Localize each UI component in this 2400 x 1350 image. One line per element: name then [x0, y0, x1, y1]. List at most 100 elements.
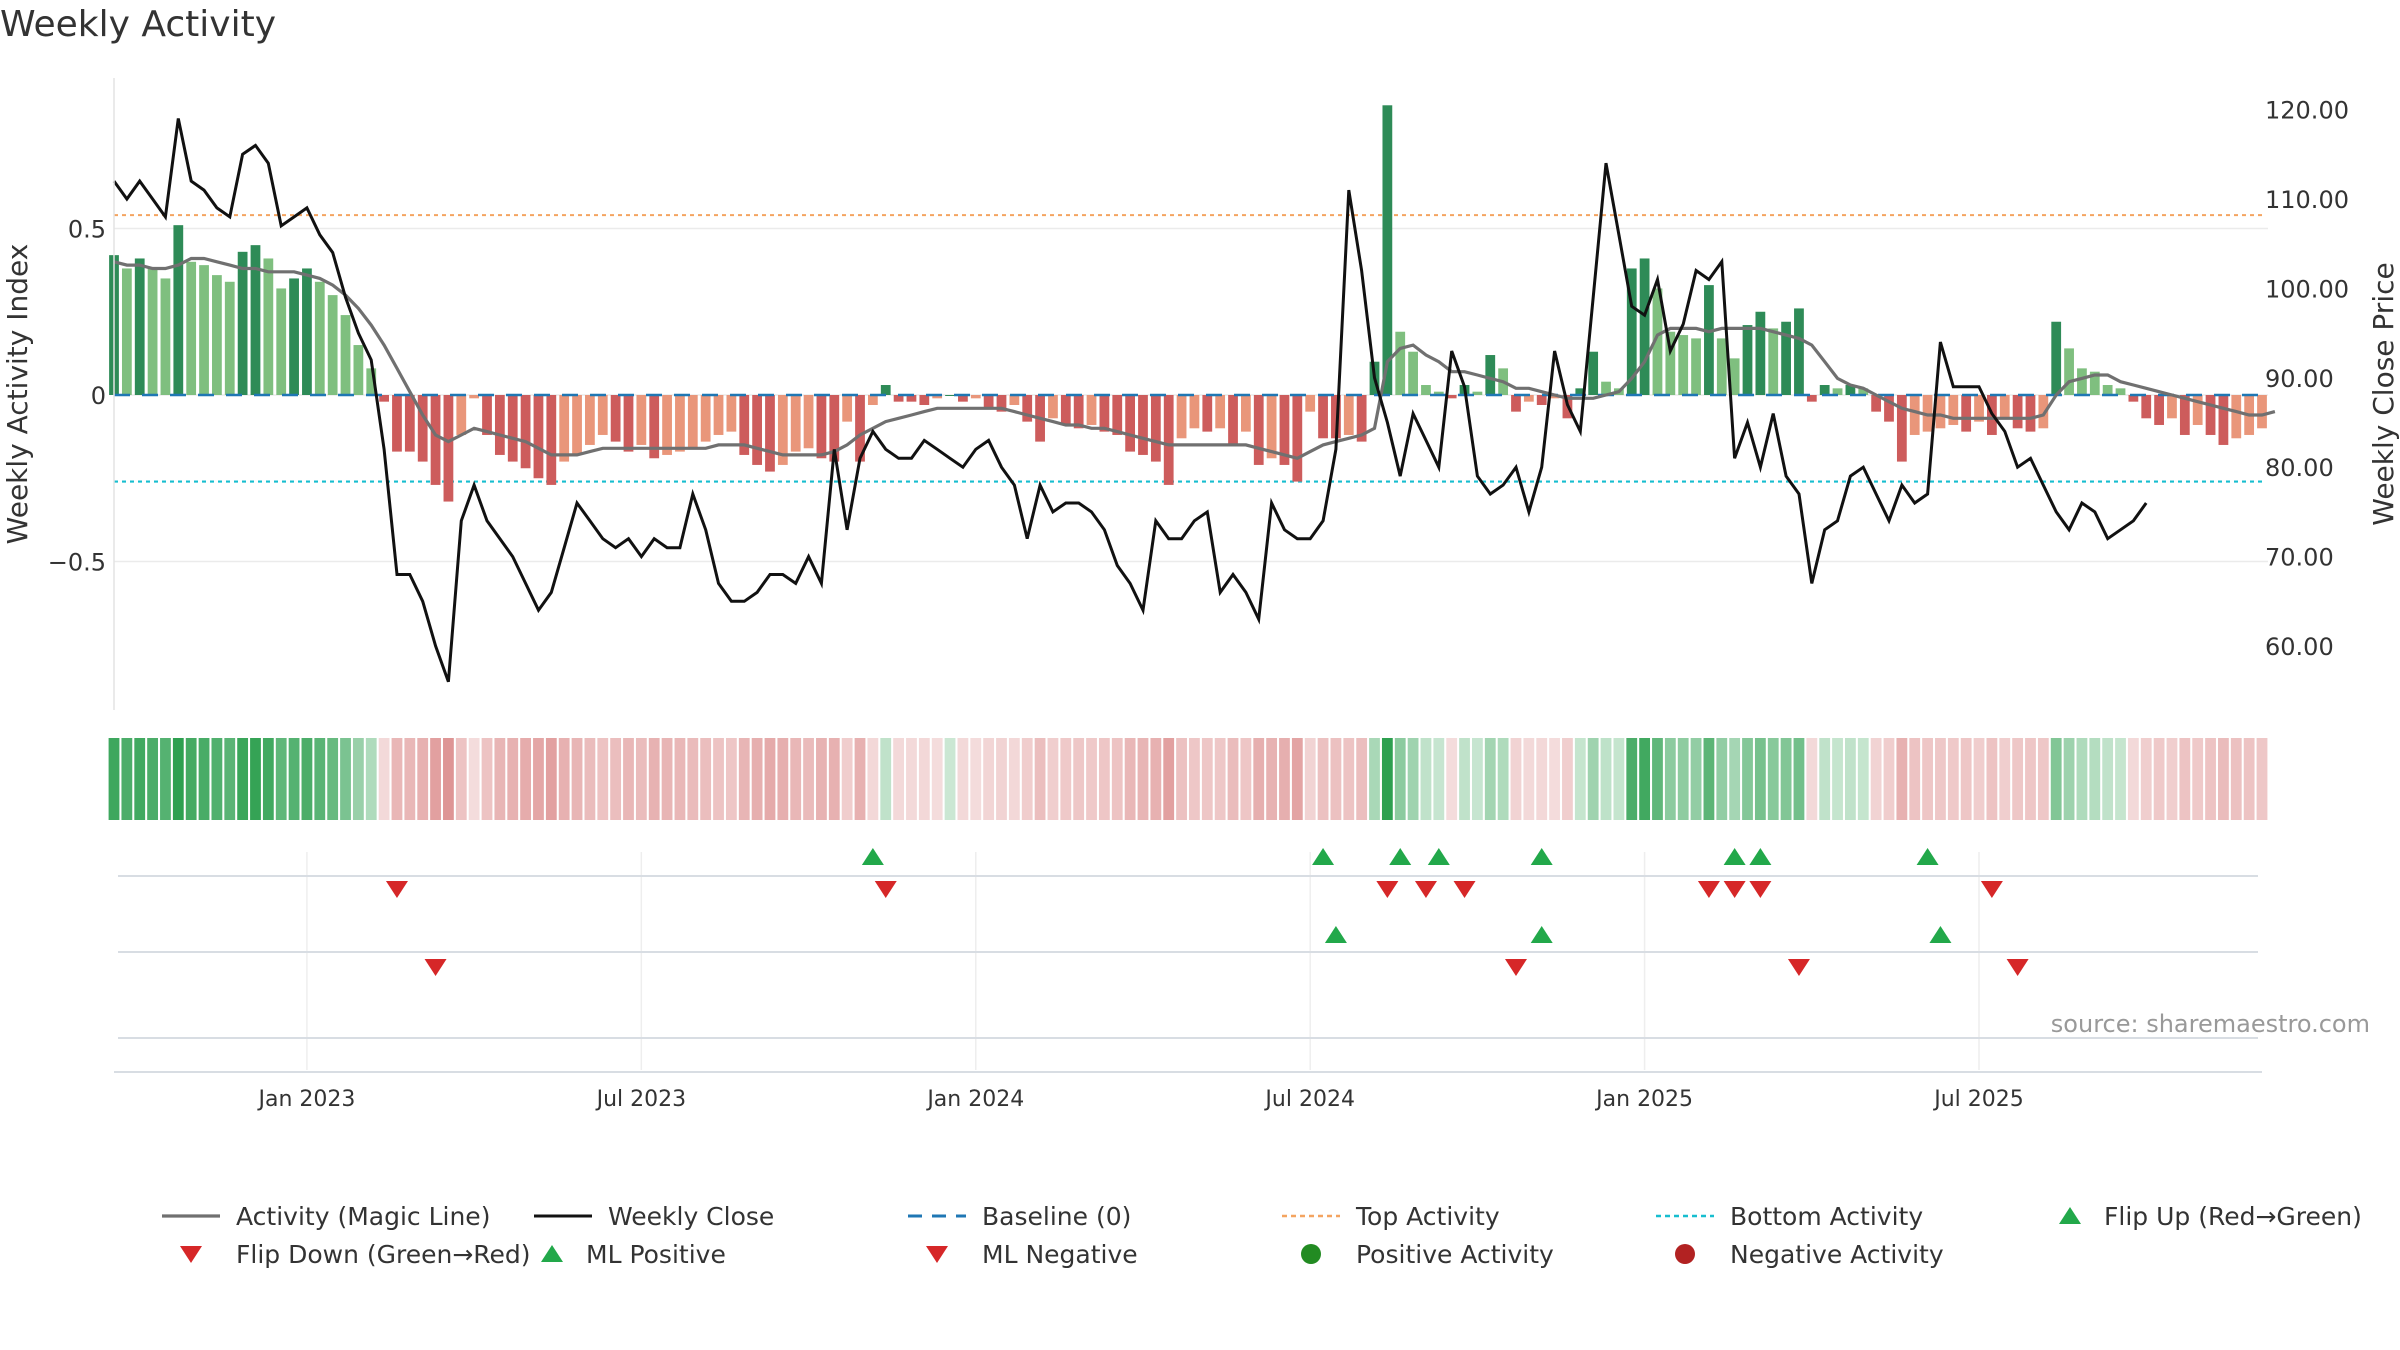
activity-bar — [1961, 395, 1972, 432]
activity-bar — [2154, 395, 2164, 425]
heat-strip-cell — [1793, 738, 1805, 820]
heat-strip-cell — [854, 738, 866, 820]
activity-bar — [1331, 395, 1341, 439]
activity-bar — [289, 278, 299, 395]
activity-bar — [353, 345, 364, 395]
activity-bar — [1665, 331, 1676, 395]
activity-bar — [1858, 388, 1869, 395]
heat-strip-cell — [1562, 738, 1573, 820]
flip-down-marker — [1376, 881, 1399, 898]
legend-item-ml-positive: ML Positive — [532, 1236, 726, 1272]
heat-strip-cell — [2037, 738, 2049, 820]
heat-strip-cell — [533, 738, 544, 820]
activity-bar — [1433, 391, 1444, 395]
flip-up-marker — [1749, 848, 1772, 865]
heat-strip-cell — [751, 738, 763, 820]
flip-up-marker — [1427, 848, 1450, 865]
activity-bar — [919, 395, 930, 405]
heat-strip-cell — [764, 738, 776, 820]
heat-strip-cell — [725, 738, 737, 820]
flip-up-marker — [1723, 848, 1746, 865]
activity-bar — [777, 395, 788, 465]
activity-bar — [662, 395, 672, 455]
ml-negative-legend-icon — [926, 1246, 948, 1263]
activity-bar — [1511, 395, 1521, 412]
flip-up-marker — [861, 848, 884, 865]
heat-strip-cell — [1433, 738, 1445, 820]
activity-bar — [970, 395, 981, 399]
heat-strip-cell — [455, 738, 467, 820]
heat-strip-cell — [2089, 738, 2101, 820]
heat-strip-cell — [1150, 738, 1162, 820]
legend-item-bottom-activity: Bottom Activity — [1654, 1198, 1923, 1234]
activity-bar — [507, 395, 518, 462]
activity-bar — [1408, 351, 1418, 395]
activity-bar — [2179, 395, 2190, 435]
heat-strip-cell — [1587, 738, 1599, 820]
right-tick-label: 70.00 — [2265, 544, 2334, 572]
heat-strip-cell — [198, 738, 210, 820]
heat-strip-cell — [1060, 738, 1072, 820]
heat-strip-cell — [713, 738, 724, 820]
activity-bar — [520, 395, 531, 469]
heat-strip-cell — [262, 738, 274, 820]
activity-bar — [2012, 395, 2023, 429]
heat-strip-cell — [893, 738, 905, 820]
heat-strip-cell — [571, 738, 583, 820]
activity-bar — [456, 395, 467, 435]
heat-strip-cell — [1729, 738, 1741, 820]
heat-strip-cell — [1008, 738, 1020, 820]
activity-bar — [1266, 395, 1277, 459]
activity-bar — [1549, 395, 1560, 399]
positive-activity-legend-icon — [1301, 1244, 1321, 1264]
heat-strip-cell — [841, 738, 853, 820]
right-tick-label: 120.00 — [2265, 97, 2349, 125]
activity-bar — [1806, 395, 1817, 402]
heat-strip-cell — [1227, 738, 1239, 820]
activity-bar — [134, 258, 145, 395]
activity-bar — [1601, 381, 1611, 395]
activity-bar — [2128, 395, 2139, 402]
heat-strip-cell — [507, 738, 519, 820]
flip-up-marker — [1312, 848, 1335, 865]
chart-title: Weekly Activity — [0, 4, 277, 45]
flip-up-legend-icon — [2059, 1207, 2081, 1224]
weekly-close-line — [112, 118, 2148, 683]
heat-strip-cell — [1922, 738, 1933, 820]
ml-positive-marker — [1929, 926, 1952, 943]
negative-activity-legend-icon — [1675, 1244, 1695, 1264]
activity-bar — [1060, 395, 1071, 425]
activity-bar — [842, 395, 853, 422]
heat-strip-cell — [700, 738, 712, 820]
heat-strip-cell — [340, 738, 351, 820]
heat-strip-cell — [172, 738, 184, 820]
heat-strip-cell — [1947, 738, 1959, 820]
heat-strip-cell — [1201, 738, 1213, 820]
heat-strip-cell — [1832, 738, 1843, 820]
heat-strip-cell — [970, 738, 982, 820]
ml-negative-marker — [2006, 959, 2029, 976]
heat-strip-cell — [1021, 738, 1033, 820]
legend-item-magic-line: Activity (Magic Line) — [160, 1198, 490, 1234]
heat-strip-cell — [2179, 738, 2191, 820]
activity-bar — [2141, 395, 2152, 419]
heat-strip-cell — [2025, 738, 2036, 820]
legend-label: Top Activity — [1356, 1201, 1500, 1231]
activity-bar — [958, 395, 968, 402]
x-tick-label: Jan 2023 — [256, 1087, 355, 1112]
heat-strip-cell — [610, 738, 622, 820]
heat-strip-cell — [1626, 738, 1638, 820]
activity-bar — [1009, 395, 1020, 405]
activity-bar — [1150, 395, 1161, 462]
activity-bar — [546, 395, 557, 485]
activity-bar — [1909, 395, 1920, 435]
heat-strip-cell — [2050, 738, 2062, 820]
right-tick-label: 60.00 — [2265, 633, 2334, 661]
heat-strip-cell — [1780, 738, 1792, 820]
heat-strip-cell — [443, 738, 454, 820]
heat-strip-cell — [1652, 738, 1663, 820]
heat-strip-cell — [918, 738, 930, 820]
heat-strip-cell — [1690, 738, 1702, 820]
activity-bar — [469, 395, 480, 399]
